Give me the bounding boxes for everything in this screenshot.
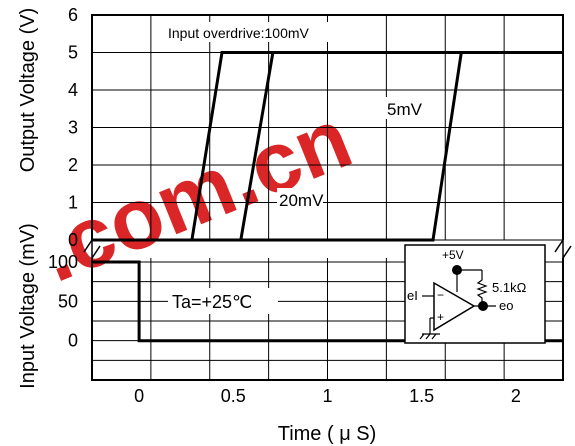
upper-y-tick-label: 5 <box>68 43 78 63</box>
lower-y-tick-label: 100 <box>48 252 78 272</box>
temperature-label-bg <box>168 288 278 314</box>
upper-y-tick-label: 3 <box>68 118 78 138</box>
upper-panel-series <box>92 51 563 242</box>
temperature-annotation: Ta=+25℃ <box>172 292 252 312</box>
x-tick-label: 1 <box>322 386 332 406</box>
axis-break-left <box>83 237 101 261</box>
lower-y-tick-label: 0 <box>68 331 78 351</box>
overdrive-annotation: Input overdrive:100mV <box>168 25 310 41</box>
lower-y-tick-labels: 0 50 100 <box>48 252 78 351</box>
x-tick-label: 0.5 <box>221 386 246 406</box>
comparator-triangle <box>433 281 476 332</box>
lower-panel-frame <box>91 258 564 381</box>
lower-y-axis-label: Input Voltage (mV) <box>17 223 39 389</box>
lower-panel-series <box>92 260 563 343</box>
x-tick-label: 2 <box>511 386 521 406</box>
input-series-line-0 <box>92 260 563 343</box>
inset-resistor-label: 5.1kΩ <box>492 280 527 295</box>
output-series-line-2 <box>92 51 563 242</box>
upper-y-tick-label: 0 <box>68 230 78 250</box>
upper-y-tick-labels: 0 1 2 3 4 5 6 <box>68 5 78 250</box>
x-axis-label: Time ( μ S) <box>278 423 377 445</box>
overdrive-label-bg <box>166 22 328 42</box>
inset-box <box>404 244 546 344</box>
inset-output-label: eo <box>499 298 513 313</box>
inset-input-label: eI <box>407 288 418 303</box>
inset-circuit: +5V 5.1kΩ − + eI eo <box>404 244 546 344</box>
x-tick-labels: 0 0.5 1 1.5 2 <box>134 386 521 406</box>
upper-y-tick-label: 6 <box>68 5 78 25</box>
label-20mv-bg <box>277 188 323 210</box>
upper-y-tick-label: 2 <box>68 155 78 175</box>
noninverting-input-mark: + <box>437 310 444 324</box>
x-tick-label: 1.5 <box>409 386 434 406</box>
axis-break-right <box>554 237 572 261</box>
lower-y-tick-label: 50 <box>58 291 78 311</box>
upper-y-tick-label: 1 <box>68 193 78 213</box>
inverting-input-mark: − <box>437 288 444 302</box>
upper-y-tick-label: 4 <box>68 80 78 100</box>
inset-supply-label: +5V <box>442 248 464 262</box>
upper-y-axis-label: Output Voltage (V) <box>17 8 39 173</box>
series-label-5mv: 5mV <box>387 100 423 119</box>
resistor-symbol <box>476 270 488 306</box>
output-node <box>478 301 488 311</box>
series-label-20mv: 20mV <box>279 191 324 210</box>
x-tick-label: 0 <box>134 386 144 406</box>
ground-icon <box>419 333 440 340</box>
upper-panel-frame <box>91 14 564 240</box>
label-5mv-bg <box>385 97 429 119</box>
